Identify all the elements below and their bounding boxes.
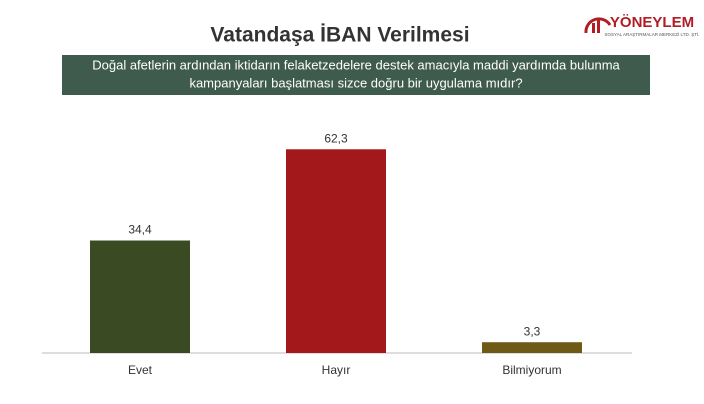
logo-tagline: SOSYAL ARAŞTIRMALAR MERKEZİ LTD. ŞTİ. (605, 31, 700, 37)
value-label: 3,3 (524, 324, 541, 338)
value-label: 34,4 (128, 223, 152, 237)
logo: YÖNEYLEM SOSYAL ARAŞTIRMALAR MERKEZİ LTD… (584, 14, 700, 37)
logo-bar (592, 23, 595, 33)
x-tick-label: Evet (128, 363, 153, 377)
logo-bar (597, 19, 600, 33)
value-label: 62,3 (324, 131, 348, 145)
bar (482, 342, 582, 353)
subtitle-box (62, 55, 650, 95)
x-tick-label: Bilmiyorum (502, 363, 561, 377)
bar (286, 149, 386, 353)
chart-title: Vatandaşa İBAN Verilmesi (210, 24, 469, 47)
logo-name: YÖNEYLEM (610, 14, 694, 31)
subtitle-line: kampanyaları başlatması sizce doğru bir … (189, 75, 522, 90)
logo-arc (584, 17, 612, 34)
bar (90, 240, 190, 353)
subtitle-line: Doğal afetlerin ardından iktidarın felak… (92, 57, 620, 72)
x-tick-label: Hayır (322, 363, 351, 377)
